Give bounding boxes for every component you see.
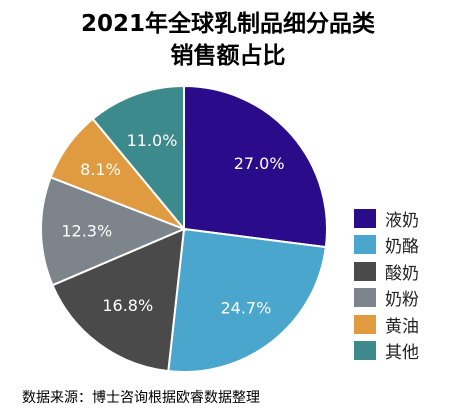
legend-label: 液奶 <box>385 210 419 231</box>
legend-swatch <box>354 314 376 334</box>
legend-label: 奶酪 <box>385 237 419 258</box>
legend-swatch <box>354 235 376 255</box>
data-label-butter: 8.1% <box>80 160 121 179</box>
data-label-liquid-milk: 27.0% <box>234 154 285 173</box>
pie-slice-milk-powder <box>40 176 187 287</box>
legend-swatch <box>354 288 376 308</box>
chart-title-line-1: 2021年全球乳制品细分品类 <box>80 11 375 37</box>
chart-title: 2021年全球乳制品细分品类 销售额占比 <box>0 8 456 72</box>
legend-swatch <box>354 261 376 281</box>
legend-item-other: 其他 <box>354 338 454 365</box>
legend-label: 黄油 <box>385 316 419 337</box>
legend-label: 其他 <box>385 343 419 364</box>
legend-item-milk-powder: 奶粉 <box>354 285 454 312</box>
pie-slice-other <box>91 84 185 232</box>
data-label-milk-powder: 12.3% <box>61 222 112 241</box>
legend-label: 酸奶 <box>385 263 419 284</box>
legend-swatch <box>354 208 376 228</box>
pie-slice-liquid-milk <box>183 84 328 249</box>
legend-swatch <box>354 341 376 361</box>
data-label-yogurt: 16.8% <box>102 296 153 315</box>
data-source-note: 数据来源：博士咨询根据欧睿数据整理 <box>22 390 260 406</box>
legend-label: 奶粉 <box>385 290 419 311</box>
pie-slice-cheese <box>167 227 327 373</box>
legend-item-butter: 黄油 <box>354 311 454 338</box>
data-label-other: 11.0% <box>127 131 178 150</box>
data-label-cheese: 24.7% <box>220 299 271 318</box>
legend-item-yogurt: 酸奶 <box>354 258 454 285</box>
legend-item-cheese: 奶酪 <box>354 232 454 259</box>
legend-item-liquid-milk: 液奶 <box>354 205 454 232</box>
pie-slice-yogurt <box>51 227 186 373</box>
legend: 液奶 奶酪 酸奶 奶粉 黄油 其他 <box>354 205 454 364</box>
chart-title-line-2: 销售额占比 <box>170 43 286 69</box>
